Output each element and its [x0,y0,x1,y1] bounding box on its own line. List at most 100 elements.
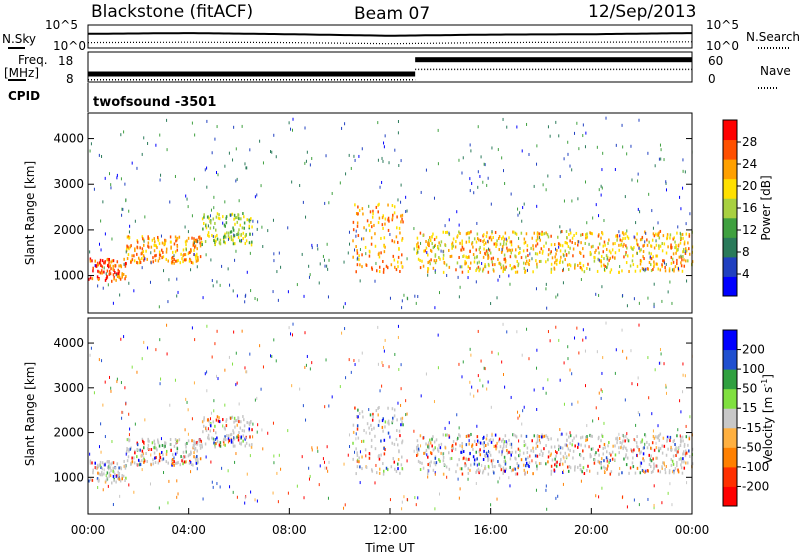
velocity-point [618,446,620,450]
power-point [147,244,149,248]
velocity-point [564,443,567,447]
power-point [513,265,516,269]
power-point [248,220,251,224]
power-point [237,213,240,217]
velocity-point [164,442,166,446]
velocity-point [490,459,493,463]
velocity-point [581,470,583,474]
power-point [107,265,110,269]
power-point [483,243,485,247]
power-point [382,270,385,274]
velocity-point [161,450,163,454]
power-point [549,251,552,255]
power-point [499,274,501,278]
freq-panel: Freq. [MHz] 18 8 60 0 Nave [4,51,791,89]
velocity-point [120,381,122,385]
power-point [634,236,636,240]
velocity-point [593,461,596,465]
velocity-point [517,447,520,451]
power-point [128,230,130,234]
velocity-point [683,444,686,448]
velocity-point [644,442,646,446]
velocity-point [684,374,686,378]
power-point [531,257,533,261]
velocity-point [664,471,667,475]
power-point [475,280,477,284]
power-point [118,264,120,268]
power-colorbar-cell-0 [723,276,737,297]
power-point [531,236,533,240]
power-point [567,245,570,249]
power-point [674,240,676,244]
velocity-point [398,367,400,371]
velocity-point [103,463,105,467]
power-point [369,210,372,214]
velocity-point [661,444,663,448]
power-point [619,238,621,242]
velocity-point [534,454,537,458]
power-point [657,221,659,225]
power-point [653,302,655,306]
velocity-point [618,451,620,455]
velocity-point [416,447,418,451]
power-point [230,213,232,217]
power-ytick-label-1: 2000 [53,223,84,237]
power-point [535,287,537,291]
power-point [501,156,503,160]
power-point [582,264,585,268]
power-point [248,224,251,228]
velocity-point [679,434,681,438]
velocity-point [184,460,186,464]
power-point [141,266,143,270]
power-point [189,250,191,254]
velocity-point [213,441,215,445]
velocity-point [112,466,114,470]
power-point [525,262,527,266]
power-point [99,258,102,262]
power-point [117,272,120,276]
power-point [391,204,394,208]
power-point [361,265,363,269]
velocity-point [490,440,493,444]
velocity-point [163,445,166,449]
velocity-point [621,433,624,437]
velocity-point [361,410,364,414]
power-point [541,251,544,255]
velocity-point [288,326,290,330]
velocity-point [510,442,513,446]
velocity-point [518,454,520,458]
velocity-point [659,447,662,451]
velocity-point [287,491,289,495]
power-point [126,244,128,248]
velocity-point [607,464,609,468]
power-point [442,250,444,254]
velocity-point [662,461,664,465]
velocity-point [376,471,378,475]
velocity-point [90,346,92,350]
velocity-point [482,469,485,473]
power-point [397,265,399,269]
velocity-point [564,451,567,455]
velocity-point [565,432,568,436]
velocity-point [125,476,127,480]
power-point [417,250,419,254]
power-point [670,261,673,265]
velocity-point [223,442,225,446]
power-point [205,224,207,228]
power-point [600,260,602,264]
velocity-point [586,468,588,472]
velocity-point [207,436,209,440]
power-point [440,249,442,253]
velocity-point [116,377,118,381]
velocity-point [426,453,428,457]
velocity-point [492,458,495,462]
velocity-point [217,377,219,381]
velocity-point [304,331,306,335]
velocity-point [141,459,143,463]
velocity-point [223,437,226,441]
power-point [131,258,134,262]
velocity-point [125,449,128,453]
velocity-point [561,432,563,436]
power-point [198,235,200,239]
